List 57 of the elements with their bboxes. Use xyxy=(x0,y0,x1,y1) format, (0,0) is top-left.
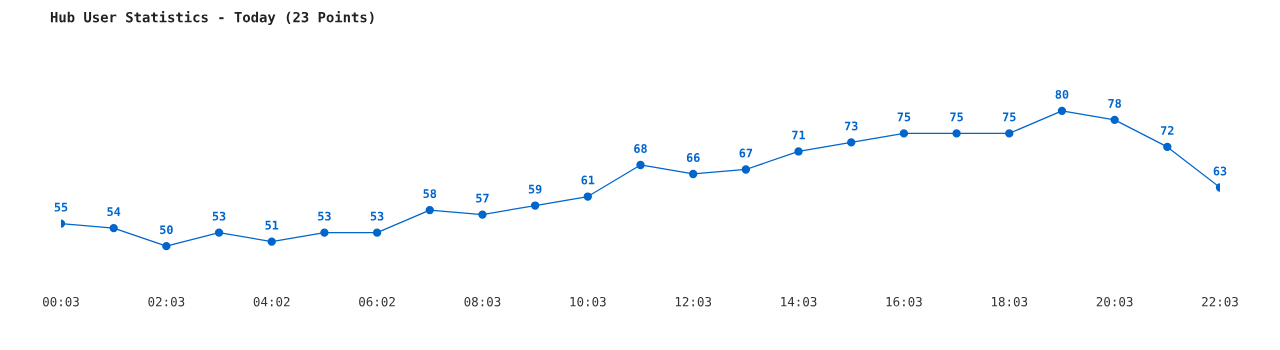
point xyxy=(530,201,540,210)
data-label: 53 xyxy=(212,211,226,221)
data-label: 53 xyxy=(318,211,331,221)
x-tick-label: 10:03 xyxy=(570,296,606,307)
data-label: 73 xyxy=(844,121,858,131)
data-label: 75 xyxy=(1002,112,1016,122)
data-label: 53 xyxy=(370,211,384,221)
x-tick-label: 22:03 xyxy=(1202,296,1238,307)
chart-title: Hub User Statistics - Today (23 Points) xyxy=(50,10,374,26)
point xyxy=(1057,106,1067,116)
point xyxy=(847,138,856,147)
point xyxy=(741,165,751,174)
data-label: 50 xyxy=(160,225,173,235)
x-tick-label: 06:02 xyxy=(359,296,395,307)
x-tick-label: 02:03 xyxy=(148,296,185,307)
data-label: 54 xyxy=(107,207,121,217)
data-label: 80 xyxy=(1055,89,1069,99)
point xyxy=(214,228,224,237)
x-tick-label: 08:03 xyxy=(464,296,501,307)
point xyxy=(794,147,803,156)
point xyxy=(162,241,171,251)
point xyxy=(689,169,698,179)
data-label: 68 xyxy=(634,144,647,153)
point xyxy=(267,237,276,246)
data-label: 66 xyxy=(686,153,700,162)
x-tick-label: 12:03 xyxy=(675,296,712,307)
data-label: 51 xyxy=(265,220,279,230)
data-label: 72 xyxy=(1160,125,1174,135)
point xyxy=(583,192,592,201)
data-label: 67 xyxy=(739,148,753,158)
point xyxy=(952,129,961,138)
point xyxy=(372,228,382,237)
point xyxy=(1110,115,1119,125)
x-tick-label: 16:03 xyxy=(886,296,922,307)
point xyxy=(1163,142,1172,152)
data-label: 71 xyxy=(792,130,806,140)
data-label: 78 xyxy=(1108,98,1121,108)
data-label: 55 xyxy=(54,202,68,212)
x-tick-label: 00:03 xyxy=(43,296,79,307)
data-label: 58 xyxy=(423,189,437,199)
point xyxy=(109,223,118,233)
x-tick-label: 04:02 xyxy=(253,296,290,307)
point xyxy=(636,160,645,170)
point xyxy=(899,129,909,138)
data-label: 63 xyxy=(1213,166,1227,176)
x-tick-label: 14:03 xyxy=(781,296,817,307)
data-label: 75 xyxy=(897,112,911,122)
data-label: 61 xyxy=(581,175,595,185)
x-tick-label: 18:03 xyxy=(991,296,1028,307)
point xyxy=(320,228,329,237)
x-tick-label: 20:03 xyxy=(1096,296,1133,307)
data-label: 59 xyxy=(528,184,542,194)
point xyxy=(1005,129,1014,138)
point xyxy=(425,205,434,215)
data-label: 57 xyxy=(476,193,489,203)
point xyxy=(478,210,487,219)
data-label: 75 xyxy=(950,112,963,122)
